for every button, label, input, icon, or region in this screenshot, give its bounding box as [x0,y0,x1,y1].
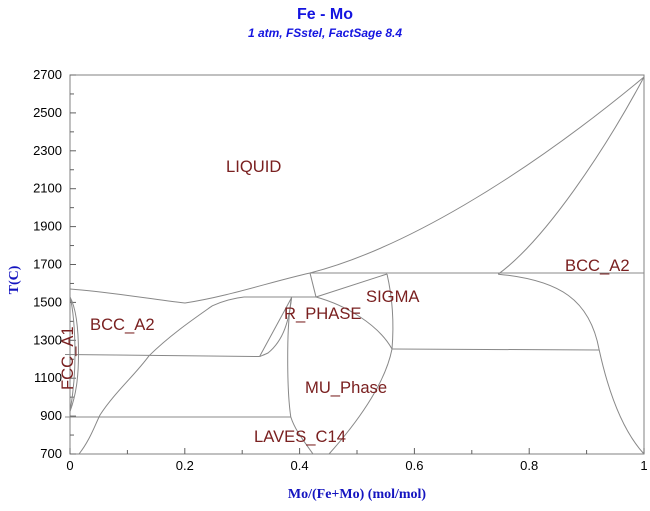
svg-text:0.2: 0.2 [176,458,194,473]
svg-text:FCC_A1: FCC_A1 [58,326,77,390]
svg-text:700: 700 [40,446,62,461]
svg-text:0.6: 0.6 [405,458,423,473]
svg-text:900: 900 [40,408,62,423]
svg-text:BCC_A2: BCC_A2 [565,256,630,275]
svg-text:2500: 2500 [33,105,62,120]
svg-text:MU_Phase: MU_Phase [305,378,387,397]
svg-text:SIGMA: SIGMA [366,287,420,306]
svg-text:2700: 2700 [33,67,62,82]
svg-text:Mo/(Fe+Mo) (mol/mol): Mo/(Fe+Mo) (mol/mol) [288,487,427,502]
svg-text:BCC_A2: BCC_A2 [90,315,155,334]
svg-text:1900: 1900 [33,219,62,234]
svg-text:2100: 2100 [33,181,62,196]
svg-text:LAVES_C14: LAVES_C14 [254,427,346,446]
svg-text:T(C): T(C) [7,265,22,294]
svg-text:0: 0 [66,458,73,473]
svg-text:1500: 1500 [33,294,62,309]
svg-text:R_PHASE: R_PHASE [284,304,361,323]
svg-text:1: 1 [640,458,647,473]
svg-text:0.4: 0.4 [291,458,309,473]
svg-text:2300: 2300 [33,143,62,158]
svg-text:LIQUID: LIQUID [226,157,281,176]
svg-text:1700: 1700 [33,257,62,272]
svg-text:0.8: 0.8 [520,458,538,473]
